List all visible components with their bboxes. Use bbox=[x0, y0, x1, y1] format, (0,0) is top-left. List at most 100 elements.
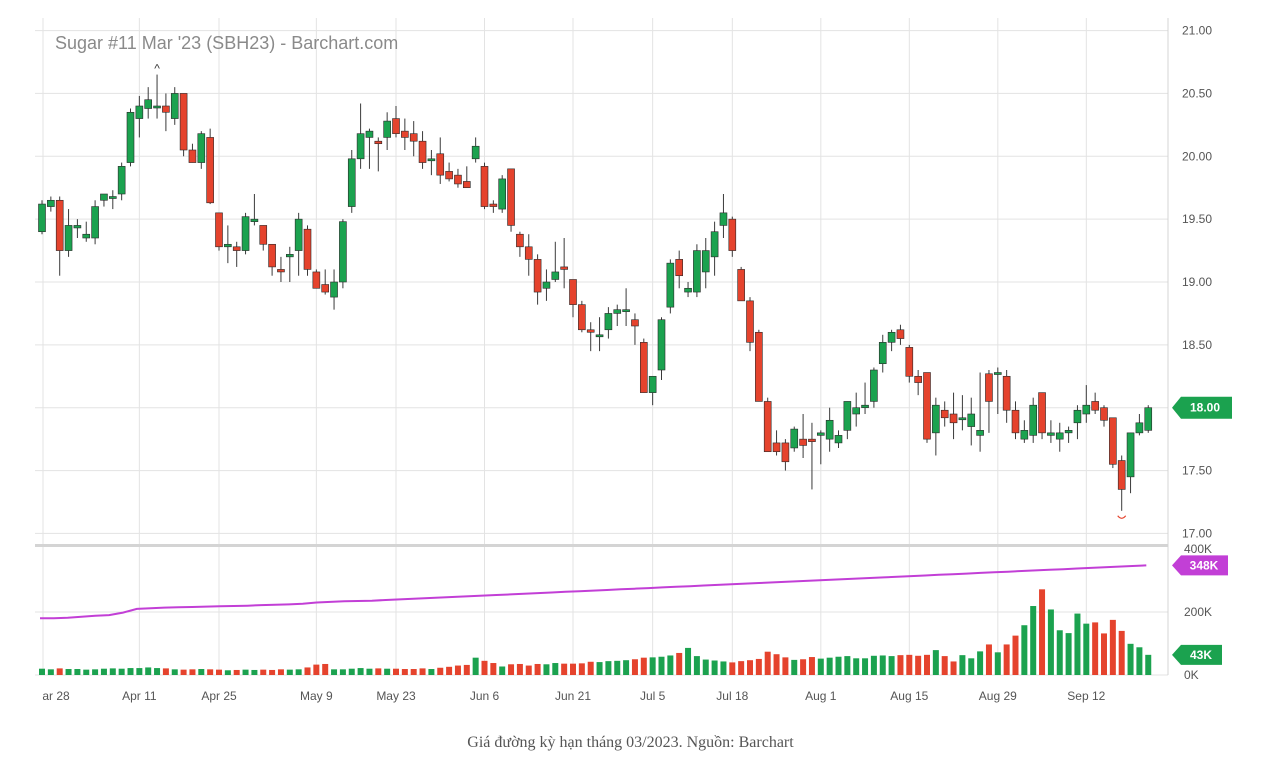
volume-bar bbox=[516, 663, 523, 675]
candle-body bbox=[356, 133, 365, 160]
volume-bar bbox=[198, 669, 205, 675]
volume-bar bbox=[56, 668, 63, 675]
volume-bar bbox=[118, 668, 125, 675]
candle-body bbox=[38, 203, 46, 233]
date-label: Sep 12 bbox=[1067, 689, 1105, 703]
low-marker bbox=[1117, 515, 1127, 519]
candle-body bbox=[1020, 430, 1029, 440]
candle-body bbox=[533, 259, 542, 293]
candle-body bbox=[710, 231, 719, 258]
volume-bar bbox=[791, 659, 798, 675]
volume-bar bbox=[499, 666, 506, 675]
volume-bar bbox=[1012, 635, 1019, 675]
candle-body bbox=[401, 130, 409, 138]
date-label: Jun 6 bbox=[470, 689, 500, 703]
candle-body bbox=[586, 329, 595, 333]
volume-bar bbox=[348, 668, 355, 675]
volume-bar bbox=[525, 665, 532, 675]
volume-bar bbox=[1083, 623, 1090, 675]
volume-bar bbox=[286, 669, 293, 675]
volume-flag bbox=[1172, 644, 1222, 665]
candle-body bbox=[47, 199, 55, 207]
volume-bar bbox=[888, 656, 895, 675]
volume-bar bbox=[419, 668, 426, 675]
candle-body bbox=[285, 254, 294, 258]
volume-bar bbox=[463, 664, 470, 675]
candle-body bbox=[719, 212, 728, 226]
candle-body bbox=[224, 243, 232, 248]
volume-bar bbox=[879, 655, 886, 675]
volume-bar bbox=[862, 658, 869, 675]
volume-bar bbox=[950, 661, 957, 675]
volume-bar bbox=[1109, 619, 1116, 675]
volume-bar bbox=[853, 658, 860, 675]
volume-bar bbox=[1127, 643, 1134, 675]
candle-body bbox=[675, 259, 684, 277]
candle-body bbox=[1002, 375, 1011, 411]
candle-body bbox=[330, 281, 338, 298]
volume-bar bbox=[941, 656, 948, 675]
volume-bar bbox=[773, 654, 780, 675]
volume-bar bbox=[224, 670, 231, 675]
candle-body bbox=[781, 442, 790, 463]
volume-label: 43K bbox=[1190, 648, 1212, 662]
date-label: Aug 1 bbox=[805, 689, 837, 703]
candle-body bbox=[940, 409, 949, 419]
candle-body bbox=[339, 221, 347, 283]
last-price-flag bbox=[1172, 396, 1232, 419]
candle-body bbox=[967, 413, 976, 427]
volume-bar bbox=[693, 656, 700, 675]
candle-body bbox=[1055, 432, 1064, 440]
candle-body bbox=[799, 438, 807, 446]
volume-bar bbox=[1118, 630, 1125, 675]
candle-body bbox=[1109, 417, 1117, 465]
volume-bar bbox=[277, 669, 284, 675]
candle-body bbox=[268, 243, 276, 268]
price-tick-label: 21.00 bbox=[1182, 24, 1212, 38]
volume-bar bbox=[162, 668, 169, 675]
volume-bar bbox=[747, 660, 753, 675]
volume-bar bbox=[180, 669, 187, 675]
candle-body bbox=[489, 203, 498, 207]
volume-bar bbox=[74, 669, 81, 675]
candle-body bbox=[117, 166, 126, 195]
volume-bar bbox=[1039, 589, 1046, 675]
candle-body bbox=[454, 174, 462, 185]
candle-body bbox=[480, 166, 489, 207]
volume-bar bbox=[269, 669, 276, 675]
volume-bar bbox=[543, 664, 550, 675]
volume-bar bbox=[401, 669, 408, 675]
date-label: Apr 11 bbox=[122, 689, 157, 703]
date-label: May 23 bbox=[376, 689, 416, 703]
date-label: Apr 25 bbox=[201, 689, 237, 703]
candle-body bbox=[188, 149, 197, 163]
volume-bar bbox=[92, 669, 99, 675]
volume-bar bbox=[729, 662, 736, 675]
candle-body bbox=[861, 404, 869, 409]
candle-body bbox=[144, 99, 152, 109]
candle-body bbox=[383, 120, 391, 138]
volume-bar bbox=[490, 663, 497, 675]
volume-bar bbox=[906, 654, 913, 675]
candle-body bbox=[206, 137, 214, 204]
volume-bar bbox=[251, 669, 258, 675]
volume-bar bbox=[959, 655, 966, 675]
volume-bar bbox=[322, 663, 329, 675]
volume-bar bbox=[968, 658, 975, 675]
price-tick-label: 20.50 bbox=[1182, 86, 1212, 100]
volume-bar bbox=[808, 657, 815, 675]
candle-body bbox=[763, 401, 772, 453]
candle-body bbox=[55, 199, 64, 251]
candle-body bbox=[993, 372, 1002, 375]
candle-body bbox=[985, 373, 993, 402]
volume-bar bbox=[676, 652, 683, 675]
candle-body bbox=[595, 334, 604, 338]
volume-bar bbox=[870, 655, 877, 675]
volume-bar bbox=[782, 657, 789, 675]
volume-bar bbox=[605, 661, 612, 675]
candle-body bbox=[1144, 407, 1153, 431]
last-price-label: 18.00 bbox=[1190, 401, 1220, 415]
volume-bar bbox=[1145, 654, 1152, 675]
candle-body bbox=[834, 435, 843, 444]
price-tick-label: 20.00 bbox=[1182, 149, 1212, 163]
